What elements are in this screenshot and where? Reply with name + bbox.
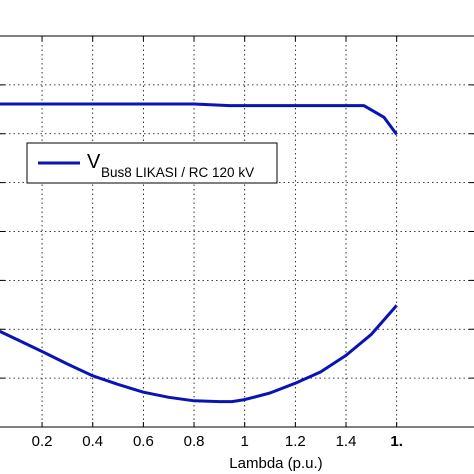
axis-ticks bbox=[0, 36, 474, 427]
x-tick-label: 0.6 bbox=[133, 433, 154, 450]
x-tick-label: 1.4 bbox=[336, 433, 357, 450]
series-lower-branch bbox=[0, 304, 398, 404]
legend-label-main: V bbox=[87, 151, 101, 173]
legend-label-subscript: Bus8 LIKASI / RC 120 kV bbox=[101, 165, 254, 180]
x-tick-label: 0.2 bbox=[32, 433, 53, 450]
plot-area bbox=[0, 36, 474, 427]
x-axis-title: Lambda (p.u.) bbox=[229, 455, 322, 472]
x-tick-label: 1.2 bbox=[285, 433, 306, 450]
legend: V Bus8 LIKASI / RC 120 kV bbox=[26, 142, 278, 184]
x-tick-label: 0.8 bbox=[184, 433, 205, 450]
x-tick-label: 1 bbox=[241, 433, 249, 450]
x-tick-label: 0.4 bbox=[82, 433, 103, 450]
x-tick-label: 1. bbox=[390, 433, 403, 450]
series-upper-branch bbox=[0, 102, 398, 136]
x-tick-labels: 0.2 0.4 0.6 0.8 1 1.2 1.4 1. bbox=[32, 433, 403, 450]
